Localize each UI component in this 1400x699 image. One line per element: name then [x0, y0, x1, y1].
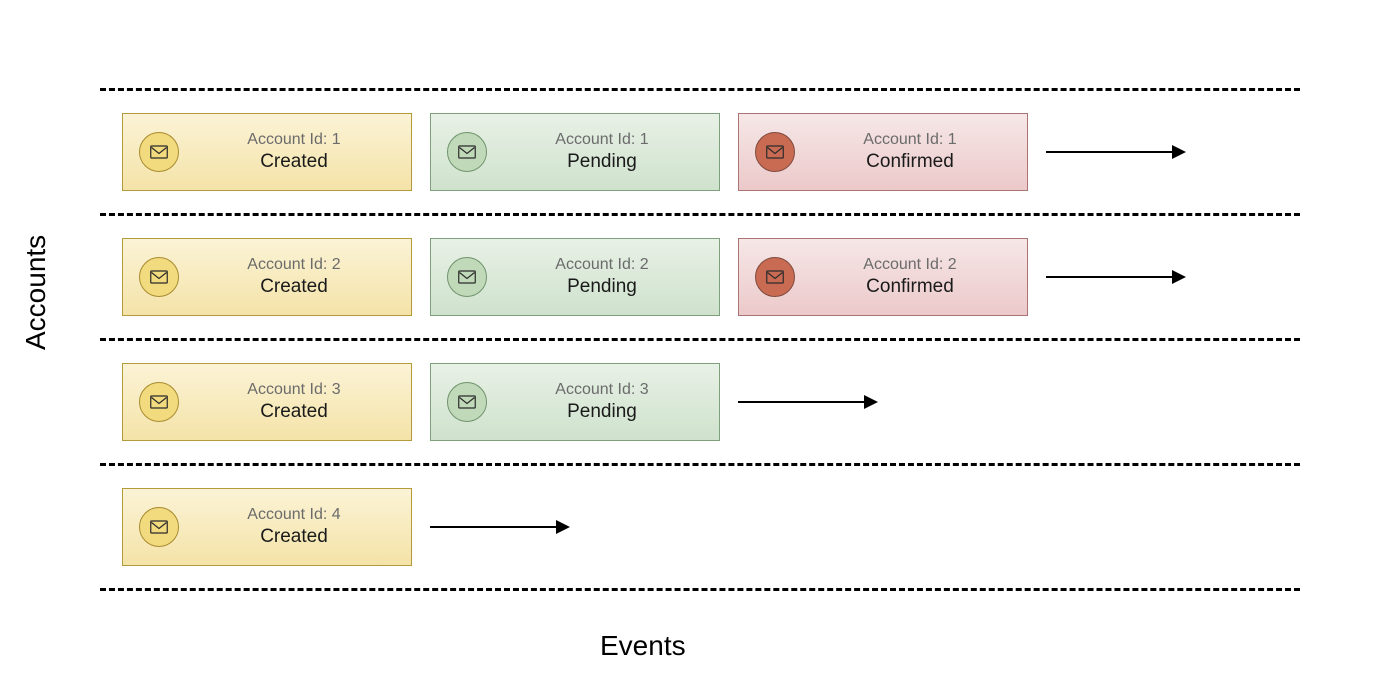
mail-icon [139, 132, 179, 172]
event-state-label: Confirmed [866, 151, 954, 173]
event-card-text: Account Id: 1 Confirmed [809, 131, 1027, 173]
event-state-label: Pending [567, 401, 637, 423]
event-account-id: Account Id: 1 [863, 131, 956, 149]
y-axis-label: Accounts [20, 235, 52, 350]
event-card-text: Account Id: 3 Pending [501, 381, 719, 423]
lane-account-4: Account Id: 4 Created [100, 466, 1300, 588]
event-card-text: Account Id: 1 Pending [501, 131, 719, 173]
event-state-label: Pending [567, 276, 637, 298]
event-account-id: Account Id: 4 [247, 506, 340, 524]
event-card-text: Account Id: 2 Pending [501, 256, 719, 298]
event-card-pending: Account Id: 3 Pending [430, 363, 720, 441]
event-card-text: Account Id: 1 Created [193, 131, 411, 173]
event-card-pending: Account Id: 1 Pending [430, 113, 720, 191]
event-state-label: Created [260, 401, 328, 423]
event-state-label: Confirmed [866, 276, 954, 298]
event-account-id: Account Id: 1 [247, 131, 340, 149]
mail-icon [755, 132, 795, 172]
lane-account-3: Account Id: 3 Created Account Id: 3 Pending [100, 341, 1300, 463]
arrow-icon [738, 392, 878, 412]
lane-account-1: Account Id: 1 Created Account Id: 1 Pending… [100, 91, 1300, 213]
event-card-created: Account Id: 1 Created [122, 113, 412, 191]
lane-account-2: Account Id: 2 Created Account Id: 2 Pending… [100, 216, 1300, 338]
event-card-created: Account Id: 4 Created [122, 488, 412, 566]
event-card-text: Account Id: 2 Created [193, 256, 411, 298]
event-state-label: Created [260, 151, 328, 173]
event-card-created: Account Id: 2 Created [122, 238, 412, 316]
arrow-icon [1046, 142, 1186, 162]
event-account-id: Account Id: 2 [247, 256, 340, 274]
event-card-text: Account Id: 4 Created [193, 506, 411, 548]
event-state-label: Created [260, 526, 328, 548]
event-state-label: Pending [567, 151, 637, 173]
arrow-icon [430, 517, 570, 537]
event-account-id: Account Id: 1 [555, 131, 648, 149]
arrow-icon [1046, 267, 1186, 287]
mail-icon [755, 257, 795, 297]
event-account-id: Account Id: 2 [863, 256, 956, 274]
event-account-id: Account Id: 3 [247, 381, 340, 399]
mail-icon [447, 257, 487, 297]
mail-icon [139, 257, 179, 297]
event-state-label: Created [260, 276, 328, 298]
event-card-text: Account Id: 3 Created [193, 381, 411, 423]
mail-icon [139, 382, 179, 422]
event-account-id: Account Id: 3 [555, 381, 648, 399]
event-diagram: Account Id: 1 Created Account Id: 1 Pending… [100, 88, 1300, 591]
event-account-id: Account Id: 2 [555, 256, 648, 274]
event-card-text: Account Id: 2 Confirmed [809, 256, 1027, 298]
mail-icon [447, 132, 487, 172]
x-axis-label: Events [600, 630, 686, 662]
lane-divider [100, 588, 1300, 591]
event-card-created: Account Id: 3 Created [122, 363, 412, 441]
event-card-confirmed: Account Id: 2 Confirmed [738, 238, 1028, 316]
mail-icon [447, 382, 487, 422]
event-card-confirmed: Account Id: 1 Confirmed [738, 113, 1028, 191]
mail-icon [139, 507, 179, 547]
event-card-pending: Account Id: 2 Pending [430, 238, 720, 316]
